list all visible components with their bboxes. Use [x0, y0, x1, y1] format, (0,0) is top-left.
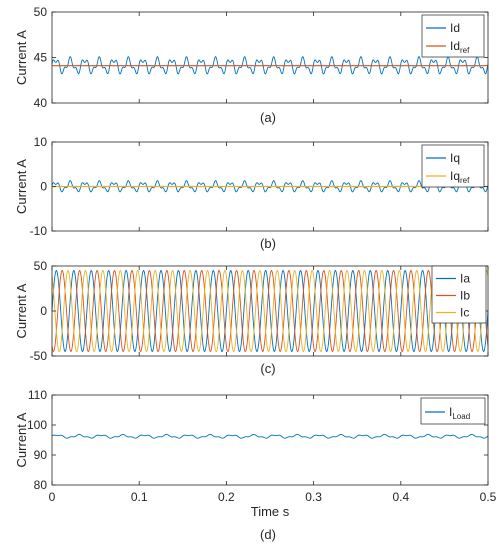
- y-axis-label: Current A: [14, 412, 29, 467]
- y-tick-label: 110: [28, 388, 47, 402]
- legend-label: Ia: [460, 272, 470, 286]
- y-tick-label: 50: [34, 259, 48, 273]
- x-tick-label: 0.2: [218, 490, 235, 504]
- panel-caption: (d): [260, 527, 276, 542]
- legend-label: Id: [450, 21, 460, 35]
- panel-caption: (a): [260, 110, 276, 125]
- x-tick-label: 0.3: [305, 490, 322, 504]
- y-axis-label: Current A: [14, 159, 29, 214]
- y-tick-label: -10: [30, 224, 48, 238]
- legend: Ia Ib Ic: [431, 265, 487, 324]
- x-tick-label: 0.4: [392, 490, 409, 504]
- y-axis-label: Current A: [14, 283, 29, 338]
- x-tick-label: 0.5: [480, 490, 497, 504]
- series-line-ib: [51, 270, 489, 352]
- legend-box: [421, 144, 485, 188]
- y-tick-label: 40: [34, 96, 48, 110]
- panel-d: 80 90 100 110 0 0.1 0.2 0.3 0.4 0.5 Current A Time …: [14, 388, 497, 542]
- panel-caption: (b): [260, 236, 276, 251]
- y-tick-label: 45: [34, 51, 48, 65]
- x-tick-label: 0: [49, 490, 56, 504]
- y-tick-label: 10: [34, 135, 48, 149]
- y-axis-label: Current A: [14, 30, 29, 85]
- y-tick-label: 80: [34, 478, 48, 492]
- x-tick-label: 0.1: [131, 490, 148, 504]
- legend-label: Iq: [450, 151, 460, 165]
- series-line-iload: [51, 433, 489, 439]
- y-tick-label: -50: [30, 349, 48, 363]
- y-tick-label: 100: [27, 418, 47, 432]
- y-tick-label: 0: [40, 180, 47, 194]
- legend-box: [420, 397, 486, 425]
- legend: ILoad: [420, 397, 486, 425]
- axes-box: [51, 394, 489, 486]
- panel-caption: (c): [260, 361, 275, 376]
- series-line-ia: [51, 269, 489, 353]
- series-line-ic: [51, 270, 489, 352]
- series-line-id: [51, 56, 489, 75]
- x-axis-label: Time s: [251, 504, 290, 519]
- panel-c: -50 0 50 Current A (c) Ia Ib Ic: [14, 259, 489, 376]
- y-tick-label: 90: [34, 448, 48, 462]
- legend-box: [431, 265, 487, 324]
- legend-label: Ib: [460, 289, 470, 303]
- y-tick-label: 0: [40, 304, 47, 318]
- series-line-iq: [51, 180, 489, 193]
- legend-box: [421, 14, 485, 58]
- y-tick-label: 50: [34, 5, 48, 19]
- legend-label: Ic: [460, 306, 469, 320]
